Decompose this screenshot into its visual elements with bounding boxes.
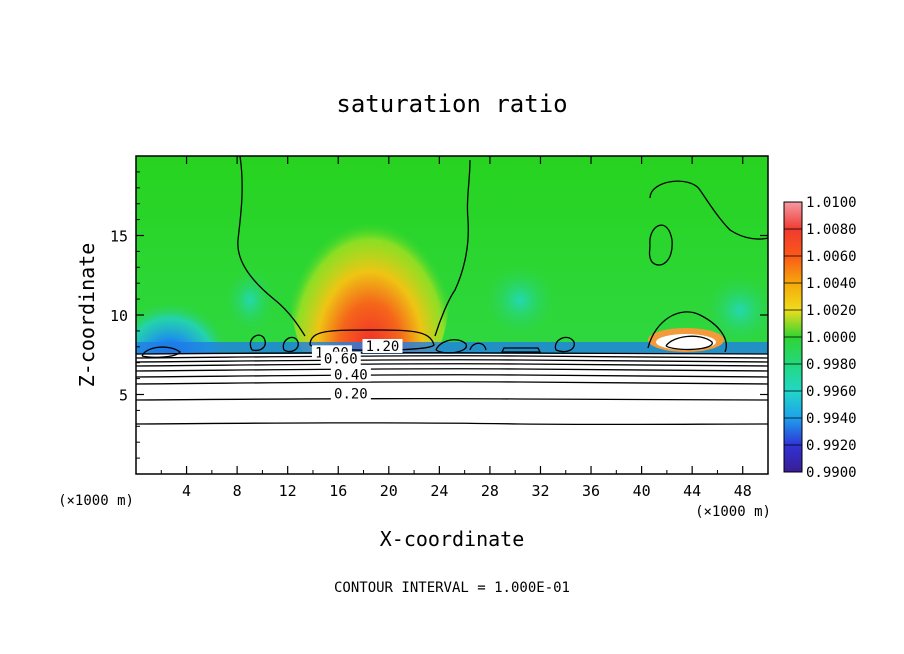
colorbar-label-4: 1.0020 bbox=[806, 303, 857, 319]
contour-line-11 bbox=[649, 180, 768, 240]
chart-title: saturation ratio bbox=[336, 90, 567, 118]
contour-line-12 bbox=[648, 224, 673, 266]
stable-layer bbox=[136, 354, 768, 474]
x-tick-label-20: 20 bbox=[380, 482, 398, 500]
x-tick-label-44: 44 bbox=[683, 482, 701, 500]
colorbar-segment-2 bbox=[784, 256, 802, 284]
contour-labels: 1.201.000.600.400.20 bbox=[311, 338, 403, 403]
colorbar-segment-6 bbox=[784, 364, 802, 392]
heatmap-field bbox=[136, 156, 768, 474]
colorbar-segment-7 bbox=[784, 391, 802, 419]
contour-line-2 bbox=[136, 381, 768, 385]
y-axis: 5 10 15 bbox=[110, 171, 768, 459]
x-unit-left: (×1000 m) bbox=[58, 493, 134, 509]
contour-label-bg-4 bbox=[330, 386, 371, 401]
x-tick-label-12: 12 bbox=[279, 482, 297, 500]
colorbar-label-8: 0.9940 bbox=[806, 411, 857, 427]
contour-line-22 bbox=[665, 335, 713, 351]
colorbar-label-5: 1.0000 bbox=[806, 330, 857, 346]
colorbar-label-7: 0.9960 bbox=[806, 384, 857, 400]
y-tick-label-5: 5 bbox=[119, 387, 128, 405]
colorbar-label-3: 1.0040 bbox=[806, 276, 857, 292]
contour-lines bbox=[136, 156, 768, 426]
contour-line-4 bbox=[136, 368, 768, 372]
colorbar-segment-9 bbox=[784, 445, 802, 473]
contour-label-0: 1.20 bbox=[366, 339, 400, 355]
colorbar-segment-8 bbox=[784, 418, 802, 446]
x-tick-label-36: 36 bbox=[582, 482, 600, 500]
x-tick-label-4: 4 bbox=[182, 482, 191, 500]
contour-line-19 bbox=[435, 339, 467, 354]
colorbar-label-9: 0.9920 bbox=[806, 438, 857, 454]
y-tick-label-10: 10 bbox=[110, 307, 128, 325]
contour-line-13 bbox=[647, 311, 727, 353]
cyan-region-right bbox=[700, 270, 768, 350]
contour-line-20 bbox=[469, 342, 487, 351]
contour-line-3 bbox=[136, 374, 768, 378]
contour-label-3: 0.40 bbox=[334, 368, 368, 384]
x-tick-label-40: 40 bbox=[633, 482, 651, 500]
cap-cloud-right-inner bbox=[656, 334, 716, 350]
colorbar-segment-5 bbox=[784, 337, 802, 365]
contour-line-16 bbox=[282, 336, 299, 353]
colorbar-segment-4 bbox=[784, 310, 802, 338]
contour-line-1 bbox=[136, 397, 768, 401]
cyan-region-center bbox=[480, 260, 560, 340]
colorbar-label-1: 1.0080 bbox=[806, 222, 857, 238]
x-axis: 4 8 12 16 20 24 28 32 36 40 44 48 bbox=[160, 156, 752, 500]
y-axis-label: Z-coordinate bbox=[75, 243, 99, 388]
colorbar-segment-1 bbox=[784, 229, 802, 257]
contour-line-9 bbox=[237, 156, 306, 337]
colorbar-label-0: 1.0100 bbox=[806, 195, 857, 211]
plot-area: 1.201.000.600.400.20 4812162024283236404… bbox=[110, 155, 769, 500]
colorbar-label-10: 0.9900 bbox=[806, 465, 857, 481]
contour-line-17 bbox=[554, 336, 575, 353]
colorbar-label-2: 1.0060 bbox=[806, 249, 857, 265]
x-unit-right: (×1000 m) bbox=[695, 504, 771, 520]
contour-line-6 bbox=[136, 359, 768, 363]
x-tick-label-16: 16 bbox=[329, 482, 347, 500]
contour-line-7 bbox=[136, 355, 768, 359]
x-tick-label-24: 24 bbox=[430, 482, 448, 500]
x-tick-label-32: 32 bbox=[531, 482, 549, 500]
colorbar-segment-3 bbox=[784, 283, 802, 311]
contour-line-21 bbox=[141, 346, 181, 358]
contour-interval-note: CONTOUR INTERVAL = 1.000E-01 bbox=[334, 580, 570, 596]
contour-label-2: 0.60 bbox=[324, 352, 358, 368]
contour-label-4: 0.20 bbox=[334, 387, 368, 403]
colorbar-segment-0 bbox=[784, 202, 802, 230]
x-tick-label-8: 8 bbox=[233, 482, 242, 500]
x-tick-label-28: 28 bbox=[481, 482, 499, 500]
contour-line-15 bbox=[249, 334, 266, 352]
y-tick-label-15: 15 bbox=[110, 228, 128, 246]
colorbar-label-6: 0.9980 bbox=[806, 357, 857, 373]
contour-line-5 bbox=[136, 363, 768, 367]
cyan-region-mid bbox=[222, 264, 278, 336]
contour-label-bg-3 bbox=[330, 367, 371, 382]
contour-label-bg-0 bbox=[362, 338, 403, 353]
contour-label-bg-2 bbox=[320, 351, 361, 366]
contour-line-8 bbox=[136, 351, 768, 355]
x-axis-label: X-coordinate bbox=[380, 527, 525, 551]
contour-line-10 bbox=[434, 159, 471, 337]
contour-line-14 bbox=[309, 329, 435, 351]
colorbar: 1.0100 1.0080 1.0060 1.0040 1.0020 1.0000 0.99… bbox=[783, 195, 857, 481]
x-tick-label-48: 48 bbox=[734, 482, 752, 500]
contour-line-0 bbox=[136, 422, 768, 426]
contour-line-18 bbox=[500, 347, 542, 353]
